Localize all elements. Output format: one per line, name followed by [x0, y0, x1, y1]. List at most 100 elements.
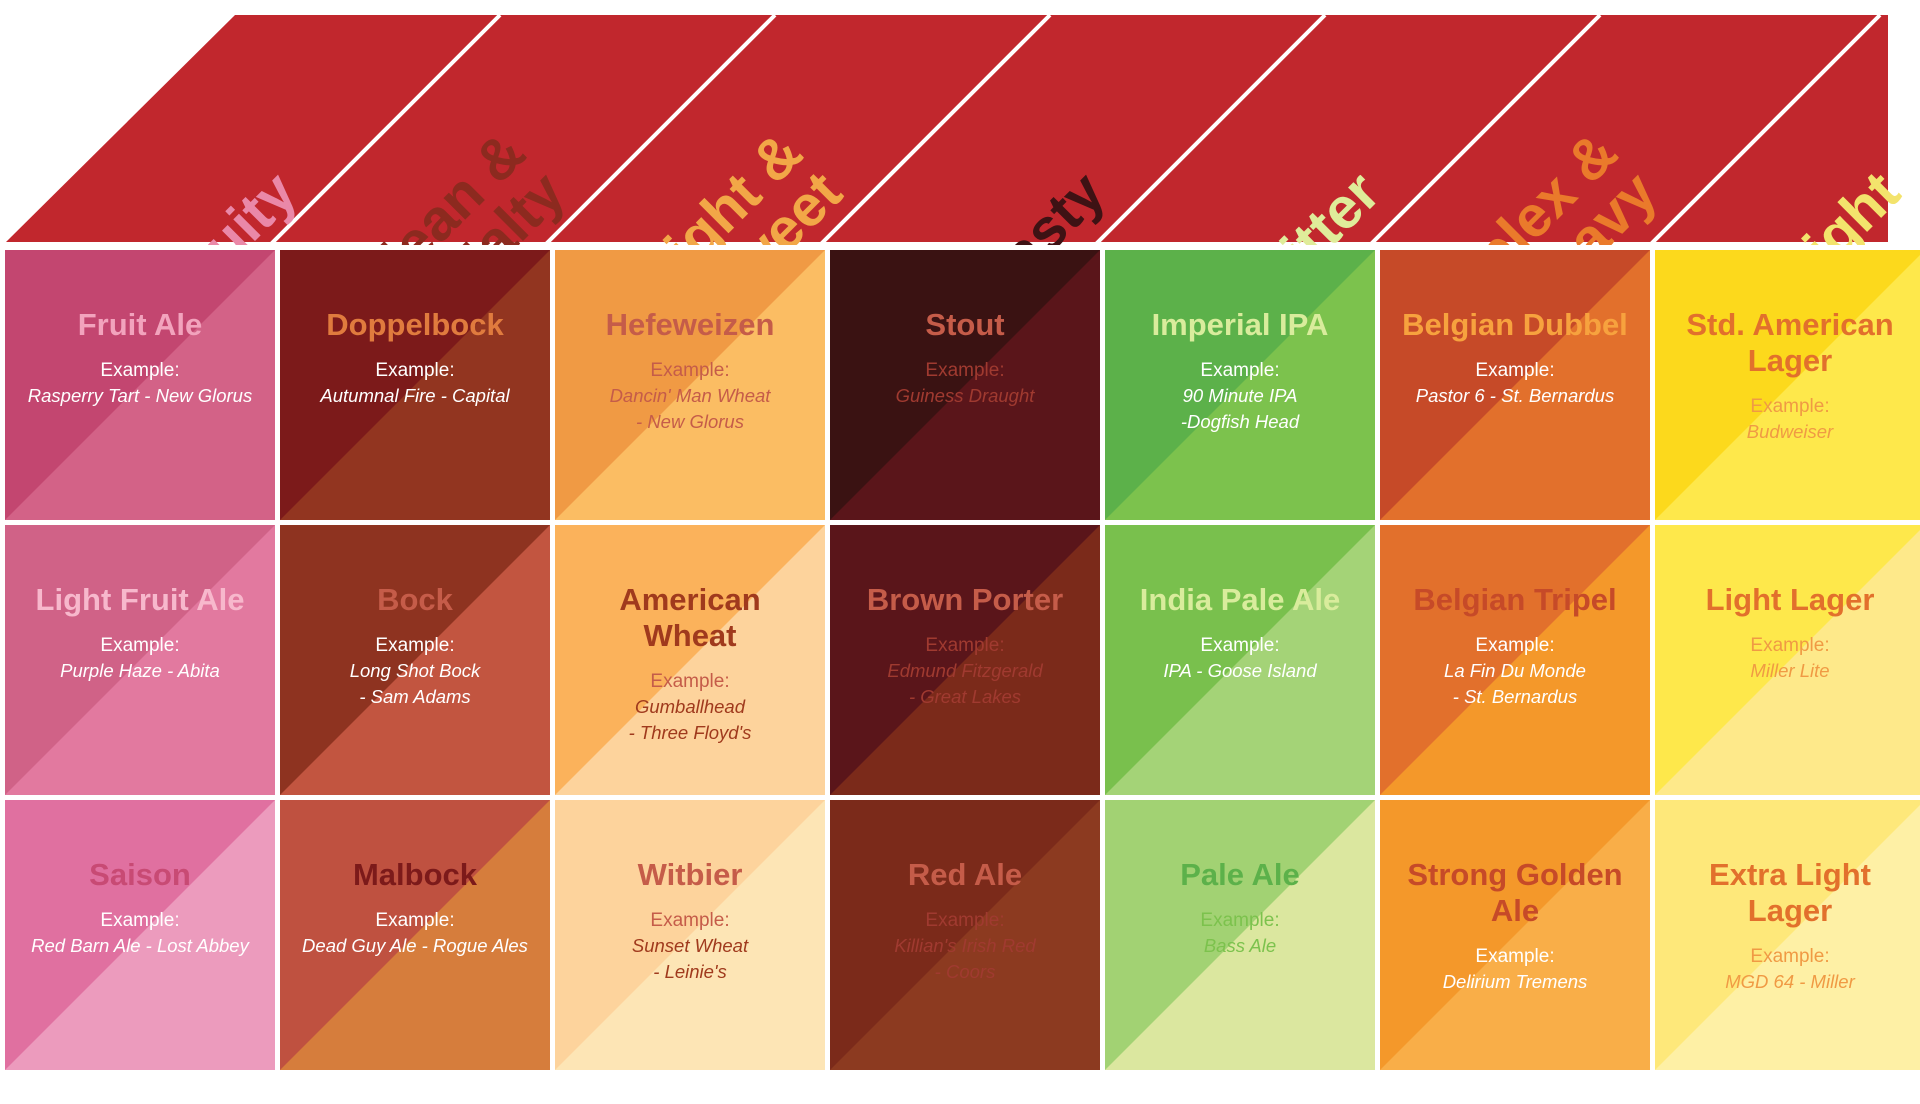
style-tile: Belgian Tripel Example: La Fin Du Monde - S… [1380, 525, 1650, 795]
tile-background [1105, 250, 1375, 520]
header-banner-shape [6, 15, 1888, 242]
header-divider [819, 13, 1052, 245]
tile-background [830, 800, 1100, 1070]
example-beer: - Leinie's [653, 961, 727, 982]
example-beer: Dead Guy Ale - Rogue Ales [302, 935, 528, 956]
example-beer: Bass Ale [1203, 935, 1277, 956]
style-name: American Wheat [555, 582, 825, 654]
example-beer: - Sam Adams [359, 686, 471, 707]
example-beer: - Three Floyd's [628, 722, 752, 743]
tile-content: Extra Light Lager Example: MGD 64 - Miller [1655, 800, 1920, 995]
style-name-line: Witbier [637, 857, 743, 892]
example-beer: Dancin' Man Wheat [609, 385, 771, 406]
example-label: Example: [1475, 635, 1555, 656]
tile-background [5, 800, 275, 1070]
example-beer: - New Glorus [636, 411, 744, 432]
style-tile: Bock Example: Long Shot Bock - Sam Adams [280, 525, 550, 795]
style-name: Strong Golden Ale [1380, 857, 1650, 929]
example-beer: 90 Minute IPA [1182, 385, 1298, 406]
style-tile: India Pale Ale Example: IPA - Goose Island [1105, 525, 1375, 795]
style-tile: Extra Light Lager Example: MGD 64 - Miller [1655, 800, 1920, 1070]
style-name-line: Extra Light [1709, 857, 1871, 892]
tile-background [5, 250, 275, 520]
style-name: Red Ale [830, 857, 1100, 893]
style-tile: Belgian Dubbel Example: Pastor 6 - St. Ber… [1380, 250, 1650, 520]
tile-background [1380, 800, 1650, 1070]
example-label: Example: [650, 910, 730, 931]
example-label: Example: [100, 635, 180, 656]
tile-background [1380, 525, 1650, 795]
example-beer: Purple Haze - Abita [60, 660, 220, 681]
example-beer: Guiness Draught [895, 385, 1035, 406]
example-label: Example: [1750, 635, 1830, 656]
style-name-line: Hefeweizen [605, 307, 775, 342]
tile-background [5, 525, 275, 795]
example-beer: - Coors [934, 961, 996, 982]
tile-content: Fruit Ale Example: Rasperry Tart - New Glo… [5, 250, 275, 409]
style-name: Saison [5, 857, 275, 893]
example-beer: Red Barn Ale - Lost Abbey [31, 935, 249, 956]
example-beer: IPA - Goose Island [1163, 660, 1317, 681]
style-tile: Brown Porter Example: Edmund Fitzgerald - G… [830, 525, 1100, 795]
tile-content: India Pale Ale Example: IPA - Goose Island [1105, 525, 1375, 684]
example-beer: La Fin Du Monde [1444, 660, 1586, 681]
tile-content: Doppelbock Example: Autumnal Fire - Capita… [280, 250, 550, 409]
tile-content: Stout Example: Guiness Draught [830, 250, 1100, 409]
tile-background [830, 525, 1100, 795]
example-beer: MGD 64 - Miller [1725, 971, 1855, 992]
tile-background [280, 525, 550, 795]
style-tile: Light Lager Example: Miller Lite [1655, 525, 1920, 795]
header-divider [269, 13, 502, 245]
style-name-line: Red Ale [907, 857, 1023, 892]
example-label: Example: [925, 635, 1005, 656]
style-name: Witbier [555, 857, 825, 893]
example-label: Example: [1200, 635, 1280, 656]
header-divider [1369, 13, 1602, 245]
tile-content: Witbier Example: Sunset Wheat - Leinie's [555, 800, 825, 985]
example-beer: Rasperry Tart - New Glorus [27, 385, 253, 406]
tile-content: Red Ale Example: Killian's Irish Red - Coor… [830, 800, 1100, 985]
example-beer: Autumnal Fire - Capital [320, 385, 510, 406]
tile-content: Bock Example: Long Shot Bock - Sam Adams [280, 525, 550, 710]
tile-content: Brown Porter Example: Edmund Fitzgerald - G… [830, 525, 1100, 710]
tile-content: Belgian Tripel Example: La Fin Du Monde - S… [1380, 525, 1650, 710]
tile-content: Pale Ale Example: Bass Ale [1105, 800, 1375, 959]
style-name-line: Fruit Ale [77, 307, 203, 342]
tile-content: American Wheat Example: Gumballhead - Three … [555, 525, 825, 746]
tile-background [555, 525, 825, 795]
style-tile: Fruit Ale Example: Rasperry Tart - New Glo… [5, 250, 275, 520]
style-name-line: American [619, 582, 761, 617]
example-beer: Delirium Tremens [1442, 971, 1588, 992]
example-beer: Killian's Irish Red [894, 935, 1036, 956]
header-divider [1094, 13, 1327, 245]
style-name: Bock [280, 582, 550, 618]
example-beer: Gumballhead [634, 696, 746, 717]
style-name: Pale Ale [1105, 857, 1375, 893]
style-name: Fruit Ale [5, 307, 275, 343]
style-tile: Imperial IPA Example: 90 Minute IPA -Dogfis… [1105, 250, 1375, 520]
style-name-line: Pale Ale [1180, 857, 1300, 892]
example-label: Example: [1475, 946, 1555, 967]
style-name-line: Doppelbock [326, 307, 504, 342]
style-name: Doppelbock [280, 307, 550, 343]
style-name-line: Stout [925, 307, 1005, 342]
tile-content: Hefeweizen Example: Dancin' Man Wheat - New… [555, 250, 825, 435]
example-label: Example: [375, 635, 455, 656]
example-label: Example: [375, 910, 455, 931]
style-tile: Hefeweizen Example: Dancin' Man Wheat - New… [555, 250, 825, 520]
style-name-line: India Pale Ale [1139, 582, 1341, 617]
example-beer: Budweiser [1746, 421, 1834, 442]
example-label: Example: [1750, 396, 1830, 417]
style-name: Malbock [280, 857, 550, 893]
example-label: Example: [925, 360, 1005, 381]
style-tile: Malbock Example: Dead Guy Ale - Rogue Ales [280, 800, 550, 1070]
example-beer: Pastor 6 - St. Bernardus [1415, 385, 1615, 406]
style-name: Light Fruit Ale [5, 582, 275, 618]
style-name-line: Bock [377, 582, 453, 617]
style-tile: Saison Example: Red Barn Ale - Lost Abbey [5, 800, 275, 1070]
example-label: Example: [100, 910, 180, 931]
style-name: Imperial IPA [1105, 307, 1375, 343]
example-beer: Miller Lite [1750, 660, 1830, 681]
